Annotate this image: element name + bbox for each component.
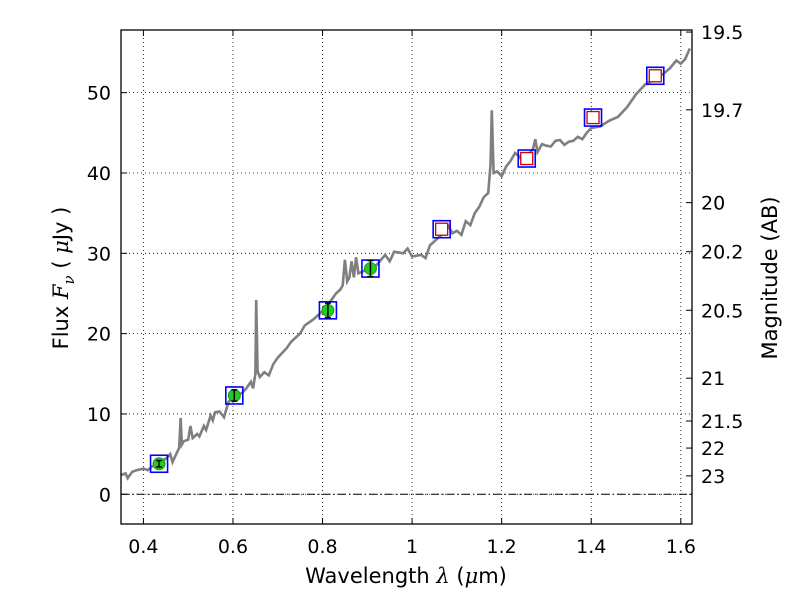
y-tick-label: 50 [87,83,111,105]
upper-limit-marker [648,69,662,83]
y-tick-label: 10 [87,404,111,426]
upper-limit-marker [520,151,534,166]
x-tick-label: 0.4 [128,536,158,558]
y2-tick-label: 20.2 [701,242,743,264]
y2-tick-label: 20.5 [701,300,743,322]
spectrum-line [121,47,691,481]
x-tick-label: 0.8 [307,536,337,558]
model-marker [432,219,451,239]
y2-tick-label: 23 [701,466,725,488]
model-marker [149,454,169,474]
x-tick-label: 1.2 [487,536,517,558]
y-tick-label: 40 [87,163,111,185]
y-tick-label: 0 [99,484,111,506]
model-marker [517,149,537,168]
model-marker [318,301,338,320]
y2-tick-label: 21.5 [701,411,743,433]
y2-tick-label: 22 [701,438,725,460]
y2-tick-label: 19.7 [701,100,743,122]
x-tick-label: 0.6 [218,536,248,558]
ticks: 0.4 0.6 0.8 1 1.2 1.4 1.6 0 10 20 30 40 50 19.5 19.7 20… [87,22,744,558]
x-tick-label: 1.6 [666,536,696,558]
y2-tick-label: 21 [701,368,725,390]
upper-limit-marker [435,222,449,236]
model-marker [225,386,244,405]
y2-tick-label: 20 [701,193,725,215]
x-tick-label: 1.4 [576,536,606,558]
x-axis-label: Wavelength λ (μm) [305,564,507,588]
x-tick-label: 1 [406,536,418,558]
y2-axis-label: Magnitude (AB) [758,196,782,359]
y-tick-label: 20 [87,324,111,346]
plot-frame [120,29,693,525]
y2-tick-label: 19.5 [701,22,743,44]
model-marker [645,66,665,86]
y-axis-label: Flux Fν ( μJy ) [49,207,78,350]
y-tick-label: 30 [87,243,111,265]
plot-area [121,47,691,481]
upper-limit-marker [586,110,600,125]
model-marker [583,108,603,127]
